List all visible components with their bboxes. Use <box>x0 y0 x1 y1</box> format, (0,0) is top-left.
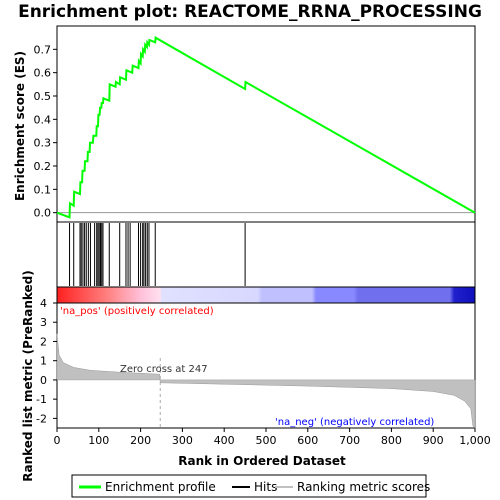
es-ytick-label: 0.5 <box>34 90 52 103</box>
metric-panel-frame <box>56 302 476 429</box>
es-ytick-label: 0.6 <box>34 67 52 80</box>
legend-label-ranking: Ranking metric scores <box>297 480 430 494</box>
metric-ytick-label: 2 <box>40 335 47 348</box>
xtick-label: 100 <box>88 434 109 447</box>
pos-label: 'na_pos' (positively correlated) <box>60 306 214 317</box>
legend-label-enrichment: Enrichment profile <box>105 480 216 494</box>
es-ytick-label: 0.7 <box>34 43 52 56</box>
metric-ytick-label: -2 <box>36 412 47 425</box>
neg-label: 'na_neg' (negatively correlated) <box>275 417 434 428</box>
metric-ytick-label: 0 <box>40 374 47 387</box>
es-panel: 0.0 0.1 0.2 0.3 0.4 0.5 0.6 0.7 Enrichment scor… <box>13 25 476 223</box>
xtick-label: 500 <box>256 434 277 447</box>
hits-panel <box>56 221 476 288</box>
xtick-label: 800 <box>381 434 402 447</box>
metric-y-label: Ranked list metric (PreRanked) <box>21 270 35 482</box>
metric-area <box>56 333 476 429</box>
hits-panel-frame <box>56 221 476 288</box>
xtick-label: 700 <box>339 434 360 447</box>
xtick-label: 1,000 <box>459 434 491 447</box>
x-axis: 0 100 200 300 400 500 600 700 800 900 1,000 <box>54 428 491 447</box>
metric-ytick-label: 3 <box>40 316 47 329</box>
hits-marks <box>69 223 246 286</box>
es-ytick-label: 0.1 <box>34 183 52 196</box>
xtick-label: 0 <box>54 434 61 447</box>
zero-cross-label: Zero cross at 247 <box>120 364 208 375</box>
xtick-label: 600 <box>297 434 318 447</box>
metric-ytick-label: 1 <box>40 355 47 368</box>
x-axis-label: Rank in Ordered Dataset <box>178 454 346 468</box>
es-panel-frame <box>56 25 476 223</box>
legend: Enrichment profile Hits Ranking metric s… <box>71 474 430 498</box>
heatmap-bar <box>56 286 476 304</box>
es-ytick-label: 0.3 <box>34 137 52 150</box>
metric-y-axis: 4 3 2 1 0 -1 -2 <box>36 297 57 425</box>
legend-label-hits: Hits <box>254 480 277 494</box>
xtick-label: 400 <box>214 434 235 447</box>
es-ytick-label: 0.2 <box>34 160 52 173</box>
xtick-label: 300 <box>172 434 193 447</box>
es-ytick-label: 0.0 <box>34 207 52 220</box>
metric-panel: 4 3 2 1 0 -1 -2 Zero cross at 247 'na_pos' (po… <box>21 270 476 482</box>
chart-title: Enrichment plot: REACTOME_RRNA_PROCESSIN… <box>18 2 482 22</box>
es-y-axis: 0.0 0.1 0.2 0.3 0.4 0.5 0.6 0.7 <box>34 43 57 220</box>
rank-heatmap <box>56 286 476 304</box>
es-profile-line <box>56 36 476 219</box>
metric-ytick-label: -1 <box>36 393 47 406</box>
xtick-label: 200 <box>130 434 151 447</box>
xtick-label: 900 <box>423 434 444 447</box>
es-y-label: Enrichment score (ES) <box>13 51 27 201</box>
es-ytick-label: 0.4 <box>34 113 52 126</box>
metric-ytick-label: 4 <box>40 297 47 310</box>
